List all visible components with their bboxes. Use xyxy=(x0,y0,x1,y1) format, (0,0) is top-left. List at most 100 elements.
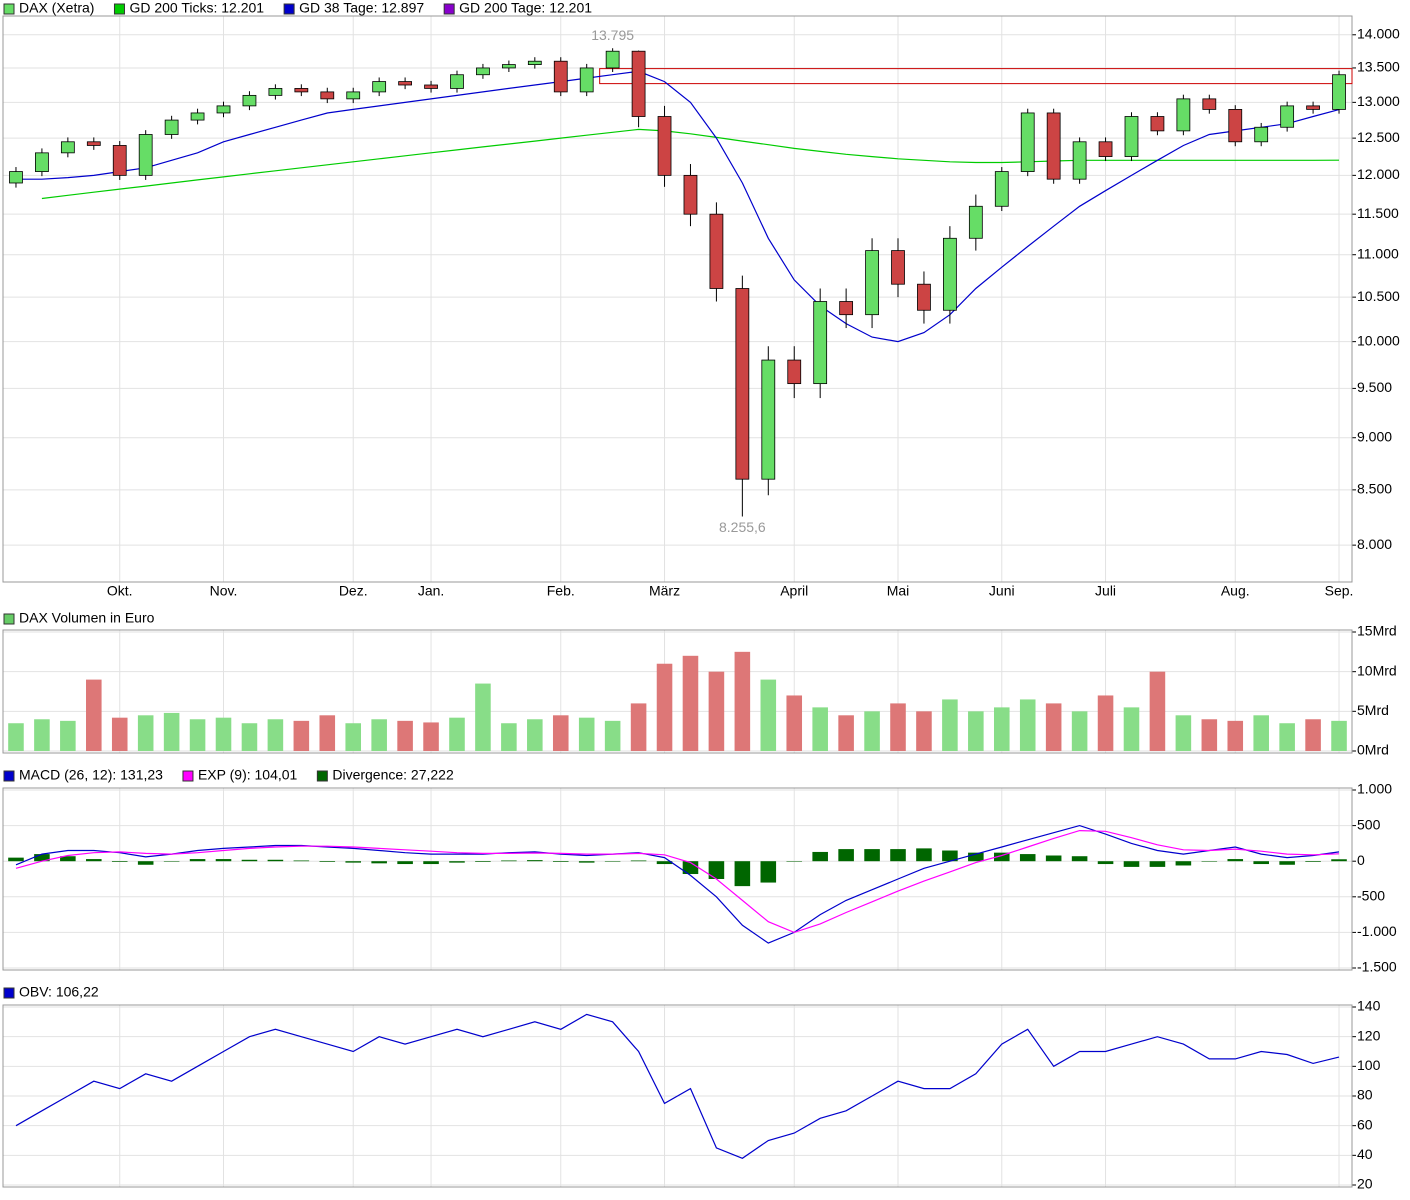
legend-swatch xyxy=(113,3,125,15)
volume-bar xyxy=(734,651,751,751)
legend-label: EXP (9): 104,01 xyxy=(198,767,298,783)
divergence-bar xyxy=(604,861,621,862)
plot-frame xyxy=(2,15,1353,583)
divergence-bar xyxy=(1175,861,1192,866)
candle-body xyxy=(1306,105,1320,110)
candle-body xyxy=(346,91,361,100)
candle-body xyxy=(1046,112,1061,180)
x-tick-label: Sep. xyxy=(1325,583,1354,599)
y-tick-label: 11.000 xyxy=(1357,245,1399,261)
candle-body xyxy=(1150,116,1165,132)
volume-bar xyxy=(319,715,336,751)
volume-bar xyxy=(8,723,24,751)
legend-label: Divergence: 27,222 xyxy=(332,767,454,783)
candle-body xyxy=(527,60,542,65)
candle-body xyxy=(216,105,231,114)
divergence-bar xyxy=(968,852,984,862)
candle-body xyxy=(164,119,179,135)
y-tick-label: 120 xyxy=(1357,1027,1381,1043)
candle-body xyxy=(1176,98,1191,132)
divergence-bar xyxy=(656,861,673,865)
volume-bar xyxy=(1149,671,1166,751)
volume-bar xyxy=(215,717,232,751)
divergence-bar xyxy=(189,859,206,862)
volume-bar xyxy=(1097,695,1114,751)
y-tick-label: 0 xyxy=(1357,852,1365,868)
x-tick-label: Mai xyxy=(887,583,910,599)
divergence-bar xyxy=(215,859,232,862)
y-tick-label: 60 xyxy=(1357,1116,1373,1132)
volume-bar xyxy=(942,699,958,751)
extreme-label: 8.255,6 xyxy=(719,519,766,535)
x-tick-label: April xyxy=(780,583,808,599)
candle-body xyxy=(450,74,464,89)
candle-body xyxy=(917,283,931,311)
candle-body xyxy=(994,171,1009,207)
plot-frame xyxy=(2,1004,1353,1188)
y-tick-label: -500 xyxy=(1357,888,1385,904)
candle-body xyxy=(86,141,101,146)
divergence-bar xyxy=(1019,854,1036,862)
divergence-bar xyxy=(1331,859,1347,862)
divergence-bar xyxy=(449,861,465,863)
y-tick-label: 15Mrd xyxy=(1357,623,1397,639)
volume-bar xyxy=(1123,707,1140,751)
candle-body xyxy=(605,50,620,69)
divergence-bar xyxy=(1279,861,1295,865)
candle-body xyxy=(476,67,490,76)
moving-average-line xyxy=(41,128,1340,200)
candle-body xyxy=(787,359,802,385)
divergence-bar xyxy=(319,861,336,862)
divergence-bar xyxy=(578,861,595,863)
candle-body xyxy=(579,67,594,93)
divergence-bar xyxy=(293,860,310,862)
volume-bar xyxy=(1045,703,1062,751)
legend-label: MACD (26, 12): 131,23 xyxy=(19,767,163,783)
legend-swatch xyxy=(3,3,15,15)
divergence-bar xyxy=(1227,859,1244,862)
legend-label: GD 200 Tage: 12.201 xyxy=(459,0,592,16)
y-tick-label: 140 xyxy=(1357,998,1381,1014)
candle-body xyxy=(943,237,957,311)
volume-bar xyxy=(86,679,102,751)
y-tick-label: 5Mrd xyxy=(1357,702,1389,718)
volume-bar xyxy=(1019,699,1036,751)
y-tick-label: 80 xyxy=(1357,1087,1373,1103)
divergence-bar xyxy=(942,850,958,862)
divergence-bar xyxy=(1253,861,1269,865)
volume-bar xyxy=(916,711,932,751)
x-tick-label: Juli xyxy=(1095,583,1116,599)
volume-bar xyxy=(371,719,387,751)
volume-bar xyxy=(968,711,984,751)
volume-bar xyxy=(527,719,543,751)
divergence-bar xyxy=(163,861,180,862)
candle-body xyxy=(1072,141,1087,180)
legend-swatch xyxy=(283,3,295,15)
candle-body xyxy=(138,134,153,176)
divergence-bar xyxy=(8,857,24,862)
volume-bar xyxy=(397,720,413,751)
candle-body xyxy=(813,301,828,385)
volume-bar xyxy=(449,717,465,751)
y-tick-label: 100 xyxy=(1357,1057,1381,1073)
y-tick-label: 12.500 xyxy=(1357,129,1400,145)
x-tick-label: Juni xyxy=(989,583,1015,599)
y-tick-label: 9.000 xyxy=(1357,428,1392,444)
candle-body xyxy=(1254,126,1269,143)
candle-body xyxy=(839,301,854,316)
divergence-bar xyxy=(267,859,284,862)
divergence-bar xyxy=(86,859,102,862)
y-tick-label: 500 xyxy=(1357,816,1381,832)
divergence-bar xyxy=(501,860,517,862)
candle-body xyxy=(683,174,698,215)
candle-body xyxy=(1280,105,1295,128)
candle-body xyxy=(709,213,724,289)
candle-body xyxy=(320,91,335,100)
candle-body xyxy=(761,359,776,480)
volume-bar xyxy=(812,707,828,751)
moving-average-line xyxy=(16,70,1340,343)
candle-body xyxy=(553,60,568,93)
y-tick-label: 8.000 xyxy=(1357,536,1392,552)
divergence-bar xyxy=(890,849,906,862)
